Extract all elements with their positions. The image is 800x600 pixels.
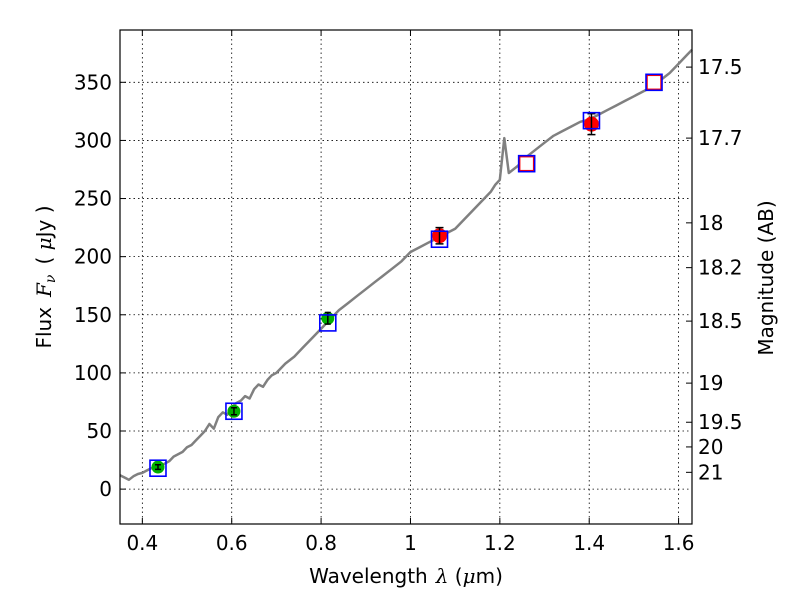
y-tick-label: 150 — [74, 303, 112, 327]
y-tick-label: 0 — [99, 477, 112, 501]
plot-frame — [119, 29, 693, 525]
upper-limit-marker — [646, 74, 662, 91]
magnitude-tick-label: 18 — [698, 211, 723, 235]
model-box-marker — [149, 459, 167, 478]
y-axis-title: FluxFν( μJy ) — [32, 205, 59, 348]
x-axis-title: Wavelength λ (μm) — [309, 564, 503, 588]
x-tick-label: 1.4 — [573, 531, 605, 555]
magnitude-axis-title: Magnitude (AB) — [754, 200, 778, 355]
model-box-marker — [517, 154, 536, 173]
x-tick-label: 0.4 — [126, 531, 158, 555]
x-tick-label: 1 — [404, 531, 417, 555]
upper-limit-marker — [518, 155, 535, 172]
magnitude-tick-label: 17.7 — [698, 126, 743, 150]
magnitude-tick-label: 21 — [698, 460, 723, 484]
x-tick-label: 1.6 — [663, 531, 695, 555]
magnitude-tick-label: 19 — [698, 371, 723, 395]
model-box-marker — [225, 402, 243, 421]
grid-lines — [120, 30, 692, 524]
x-tick-label: 1.2 — [484, 531, 516, 555]
y-tick-label: 200 — [74, 245, 112, 269]
y-tick-label: 350 — [74, 70, 112, 94]
y-tick-label: 100 — [74, 361, 112, 385]
x-tick-label: 0.8 — [305, 531, 337, 555]
magnitude-tick-label: 18.5 — [698, 309, 743, 333]
spectrum-line — [119, 48, 693, 482]
model-box-marker — [645, 73, 663, 92]
magnitude-tick-label: 20 — [698, 435, 723, 459]
model-box-marker — [582, 111, 601, 130]
plot-area — [119, 48, 693, 482]
magnitude-tick-label: 19.5 — [698, 410, 743, 434]
y-tick-label: 250 — [74, 187, 112, 211]
ticks: 0.4 0.6 0.8 1 1.2 1.4 1.6 0 50 100 150 200 250 300 350… — [74, 30, 743, 555]
y-tick-label: 50 — [87, 419, 112, 443]
model-box-marker — [318, 314, 337, 332]
y-tick-label: 300 — [74, 128, 112, 152]
magnitude-tick-label: 18.2 — [698, 256, 743, 280]
magnitude-tick-label: 17.5 — [698, 55, 743, 79]
model-box-marker — [430, 230, 449, 249]
x-tick-label: 0.6 — [216, 531, 248, 555]
